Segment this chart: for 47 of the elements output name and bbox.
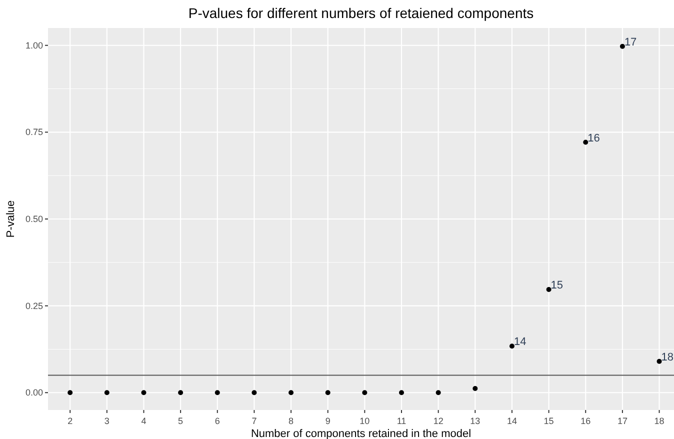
x-tick-label: 5: [178, 416, 184, 426]
x-tick-label: 13: [470, 416, 480, 426]
x-tick-label: 12: [433, 416, 444, 426]
y-tick-label: 1.00: [25, 40, 43, 50]
point: [656, 358, 662, 364]
point: [104, 390, 110, 396]
y-tick-label: 0.00: [25, 388, 43, 398]
annotation: 17: [624, 36, 637, 48]
x-tick-label: 11: [396, 416, 406, 426]
x-tick-label: 14: [506, 416, 517, 426]
point: [509, 344, 514, 349]
point: [288, 390, 294, 396]
point: [141, 390, 146, 396]
point: [472, 386, 478, 391]
annotation: 16: [588, 132, 600, 144]
point: [214, 390, 220, 396]
annotation: 18: [661, 351, 674, 364]
point: [178, 390, 184, 396]
x-tick-label: 4: [141, 416, 146, 426]
annotation: 15: [550, 279, 564, 292]
x-tick-label: 8: [288, 416, 294, 426]
x-axis-title: Number of components retained in the model: [250, 428, 472, 439]
x-tick-label: 17: [617, 416, 628, 426]
annotation: 14: [514, 336, 526, 348]
x-tick-label: 10: [360, 416, 370, 426]
y-tick-label: 0.75: [25, 127, 43, 138]
x-tick-label: 2: [68, 416, 73, 426]
y-tick-label: 0.25: [25, 300, 43, 311]
point: [399, 390, 404, 396]
point: [546, 286, 552, 292]
x-tick-label: 6: [214, 416, 220, 426]
point: [325, 390, 330, 396]
x-tick-label: 7: [252, 416, 257, 426]
x-tick-label: 16: [580, 416, 591, 426]
x-tick-label: 3: [104, 416, 110, 426]
point: [68, 390, 73, 396]
x-tick-label: 9: [325, 416, 330, 426]
x-tick-label: 18: [654, 416, 664, 426]
chart-title: P-values for different numbers of retaiened components: [188, 5, 534, 21]
point: [252, 390, 257, 396]
x-tick-label: 15: [544, 416, 554, 426]
point: [620, 44, 625, 49]
y-tick-label: 0.50: [25, 214, 43, 224]
point: [583, 140, 588, 145]
point: [436, 390, 441, 396]
point: [362, 390, 368, 396]
y-axis-title: P-value: [5, 200, 17, 238]
